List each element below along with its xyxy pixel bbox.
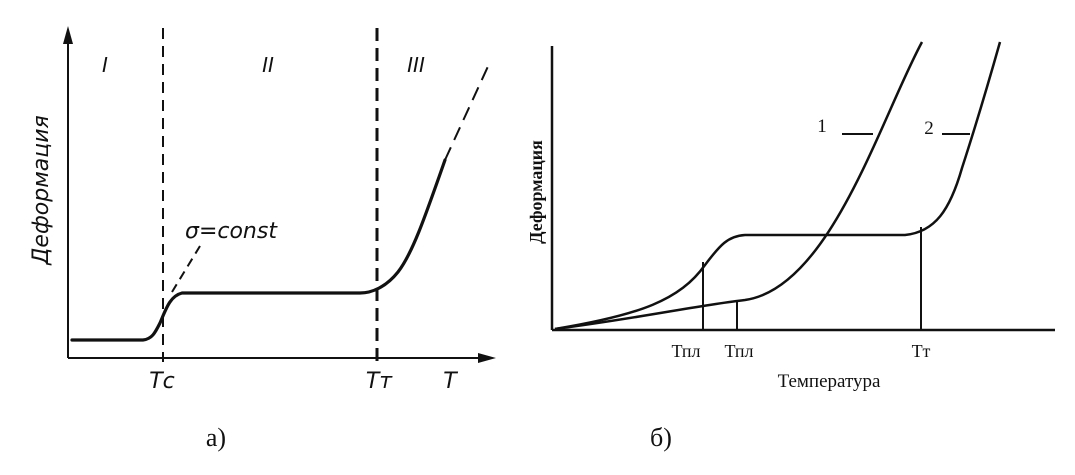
curve-1 (554, 41, 924, 331)
curve-2-label: 2 (924, 118, 934, 139)
boundary-label-tc: Tс (149, 369, 175, 394)
panel-a-y-axis-label: Деформация (29, 115, 54, 266)
panel-b-y-axis-label: Деформация (526, 140, 546, 244)
tick-label-tt: Тт (912, 341, 931, 361)
panel-b-caption: б) (650, 423, 672, 452)
boundary-label-tt: Tт (366, 369, 393, 394)
extrapolation-dash-glass (171, 245, 201, 293)
panel-a: Деформация I II III σ=const Tс Tт T а) (29, 26, 496, 452)
panel-a-caption: а) (206, 423, 226, 452)
curve-2 (554, 41, 1002, 331)
tick-label-tpl-2: Тпл (672, 341, 701, 361)
deformation-curve (70, 158, 447, 342)
panel-b-x-axis-label: Температура (778, 371, 881, 392)
panel-b: Деформация 1 2 Тпл Тпл Тт Температура б) (526, 41, 1055, 452)
curve-1-label: 1 (817, 116, 827, 137)
panel-a-x-axis-label: T (443, 369, 458, 394)
extrapolation-dash-flow (444, 61, 491, 161)
tick-label-tpl-1: Тпл (725, 341, 754, 361)
panel-a-y-axis-arrow (63, 26, 73, 44)
panel-a-x-axis-arrow (478, 353, 496, 363)
constant-stress-annotation: σ=const (185, 219, 278, 244)
region-label-3: III (407, 53, 425, 77)
region-label-2: II (262, 53, 274, 77)
region-label-1: I (102, 53, 108, 77)
